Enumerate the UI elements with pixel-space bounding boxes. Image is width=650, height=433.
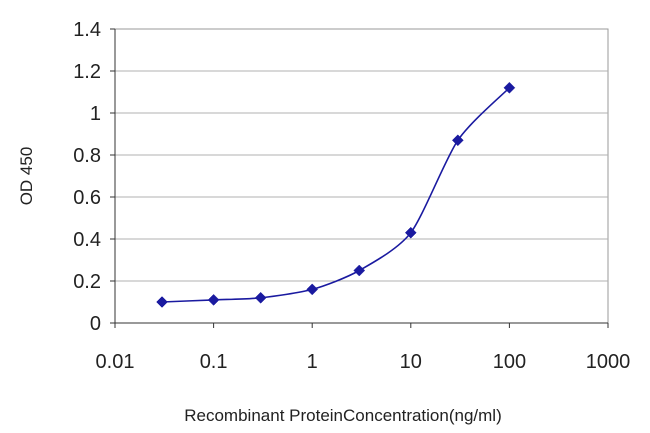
- x-tick-label: 1: [307, 351, 318, 373]
- data-point-marker: [254, 291, 267, 304]
- data-point-marker: [306, 283, 319, 296]
- data-point-marker: [503, 81, 516, 94]
- data-point-marker: [353, 264, 366, 277]
- y-tick-label: 0.6: [73, 187, 101, 209]
- series: [156, 81, 516, 308]
- y-tick-label: 0.4: [73, 229, 101, 251]
- y-tick-label: 0.2: [73, 271, 101, 293]
- x-axis-title: Recombinant ProteinConcentration(ng/ml): [184, 406, 502, 425]
- x-tick-label: 100: [493, 351, 526, 373]
- y-axis-title: OD 450: [17, 147, 36, 206]
- y-tick-label: 0.8: [73, 145, 101, 167]
- plot-area: [114, 28, 609, 324]
- x-tick-label: 1000: [586, 351, 631, 373]
- data-point-marker: [451, 134, 464, 147]
- x-tick-label: 0.1: [200, 351, 228, 373]
- y-tick-label: 1.4: [73, 19, 101, 41]
- x-tick-label: 0.01: [96, 351, 135, 373]
- axes: [110, 28, 609, 328]
- y-tick-label: 0: [90, 313, 101, 335]
- data-point-marker: [207, 294, 220, 306]
- data-point-marker: [156, 296, 168, 308]
- y-tick-label: 1: [90, 103, 101, 125]
- x-tick-label: 10: [400, 351, 422, 373]
- tick-labels: 0 0.2 0.4 0.6 0.8 1 1.2 1.4 0.01 0.1 1 10 100 1000: [73, 19, 630, 373]
- data-point-marker: [404, 226, 417, 239]
- y-tick-label: 1.2: [73, 61, 101, 83]
- gridlines: [115, 70, 608, 282]
